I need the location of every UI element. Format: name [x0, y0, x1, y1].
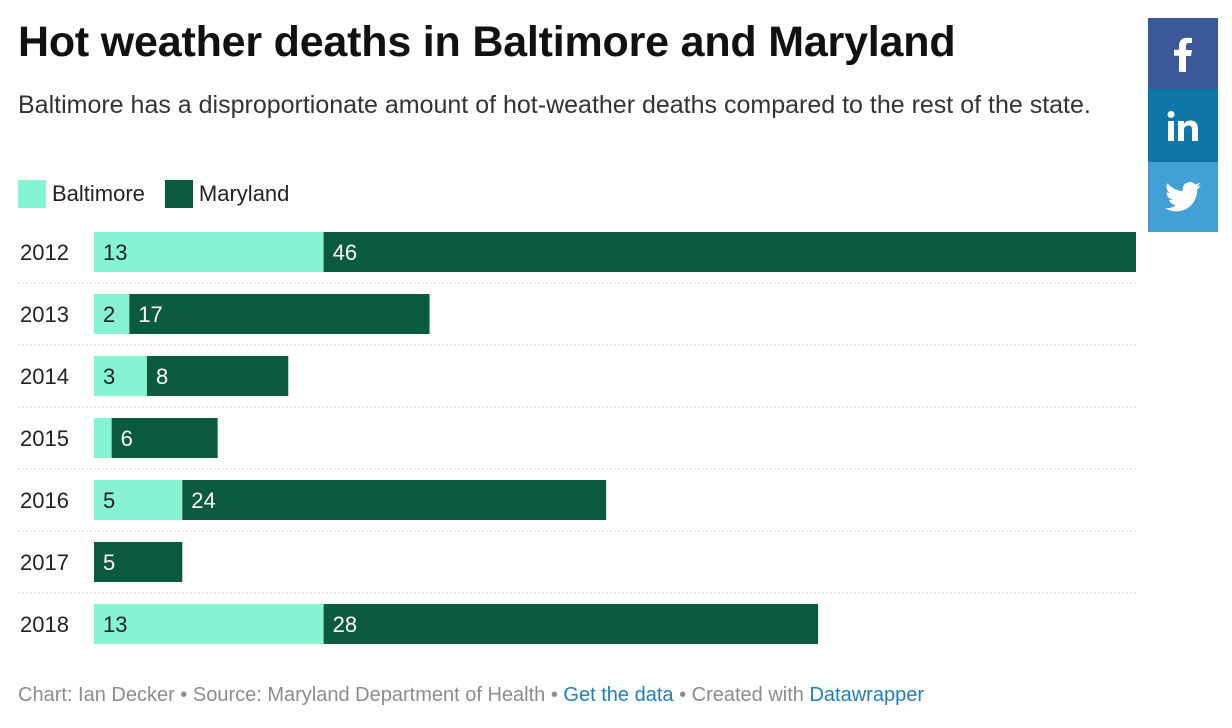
- chart-title: Hot weather deaths in Baltimore and Mary…: [18, 18, 956, 66]
- bar-chart: 2012 13 46 2013 2 17 2014 3 8 2015 6 2016 5 24 2017 5 20…: [18, 232, 1136, 644]
- bar-maryland-2013: [129, 294, 430, 334]
- chart-credit: Chart: Ian Decker: [18, 684, 175, 706]
- bar-maryland-2015: [111, 418, 218, 458]
- data-label-maryland-2012: 46: [333, 240, 357, 265]
- data-label-maryland-2016: 24: [191, 488, 215, 513]
- data-label-baltimore-2012: 13: [103, 240, 127, 265]
- data-label-baltimore-2016: 5: [103, 488, 115, 513]
- legend-label-baltimore: Baltimore: [52, 181, 145, 206]
- bar-maryland-2012: [323, 232, 1136, 272]
- data-label-baltimore-2014: 3: [103, 364, 115, 389]
- bar-maryland-2018: [323, 604, 819, 644]
- facebook-share-button[interactable]: [1148, 18, 1218, 89]
- category-label-2014: 2014: [20, 364, 69, 389]
- bar-maryland-2014: [146, 356, 289, 396]
- created-with-text: Created with: [691, 684, 804, 706]
- footer-separator: •: [180, 684, 188, 706]
- twitter-share-button[interactable]: [1148, 162, 1218, 232]
- data-label-baltimore-2018: 13: [103, 612, 127, 637]
- category-label-2018: 2018: [20, 612, 69, 637]
- data-label-maryland-2014: 8: [156, 364, 168, 389]
- share-bar: [1148, 18, 1218, 232]
- legend-swatch-baltimore: [18, 180, 46, 208]
- chart-subtitle: Baltimore has a disproportionate amount …: [18, 91, 1091, 119]
- legend-item-baltimore: Baltimore: [18, 180, 145, 208]
- data-label-maryland-2017: 5: [103, 550, 115, 575]
- datawrapper-link[interactable]: Datawrapper: [809, 684, 924, 706]
- footer-separator: •: [550, 684, 558, 706]
- legend: Baltimore Maryland: [18, 179, 309, 209]
- legend-swatch-maryland: [164, 180, 193, 208]
- data-label-baltimore-2013: 2: [103, 302, 115, 327]
- category-label-2013: 2013: [20, 302, 69, 327]
- legend-label-maryland: Maryland: [198, 181, 290, 206]
- bar-baltimore-2013: [94, 294, 130, 334]
- chart-source: Source: Maryland Department of Health: [192, 684, 546, 706]
- category-label-2012: 2012: [20, 240, 69, 265]
- bar-baltimore-2015: [94, 418, 112, 458]
- linkedin-share-button[interactable]: [1148, 89, 1218, 162]
- data-label-maryland-2015: 6: [121, 426, 133, 451]
- bar-maryland-2016: [182, 480, 607, 520]
- get-the-data-link[interactable]: Get the data: [563, 684, 674, 706]
- footer-separator: •: [679, 684, 687, 706]
- bar-maryland-2017: [94, 542, 183, 582]
- category-label-2016: 2016: [20, 488, 69, 513]
- bar-baltimore-2014: [94, 356, 147, 396]
- legend-item-maryland: Maryland: [164, 180, 290, 208]
- chart-footer: Chart: Ian Decker • Source: Maryland Dep…: [18, 684, 924, 707]
- linkedin-icon: [1167, 110, 1198, 141]
- data-label-maryland-2013: 17: [138, 302, 162, 327]
- bar-baltimore-2012: [94, 232, 324, 272]
- data-label-maryland-2018: 28: [333, 612, 357, 637]
- twitter-icon: [1165, 182, 1201, 212]
- category-label-2015: 2015: [20, 426, 69, 451]
- bar-baltimore-2016: [94, 480, 183, 520]
- category-label-2017: 2017: [20, 550, 69, 575]
- facebook-icon: [1174, 37, 1192, 72]
- bar-baltimore-2018: [94, 604, 324, 644]
